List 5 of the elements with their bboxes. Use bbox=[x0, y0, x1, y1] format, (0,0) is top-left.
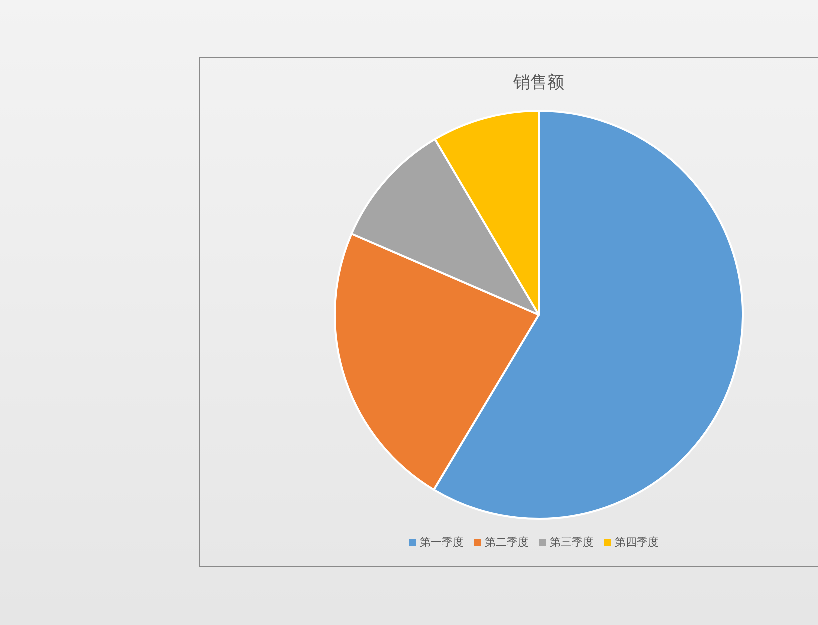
legend-label: 第二季度 bbox=[485, 536, 529, 549]
chart-title: 销售额 bbox=[512, 73, 564, 93]
legend-label: 第三季度 bbox=[550, 536, 594, 549]
legend-label: 第四季度 bbox=[615, 536, 659, 549]
slice-label: 第一季度 bbox=[420, 536, 464, 549]
